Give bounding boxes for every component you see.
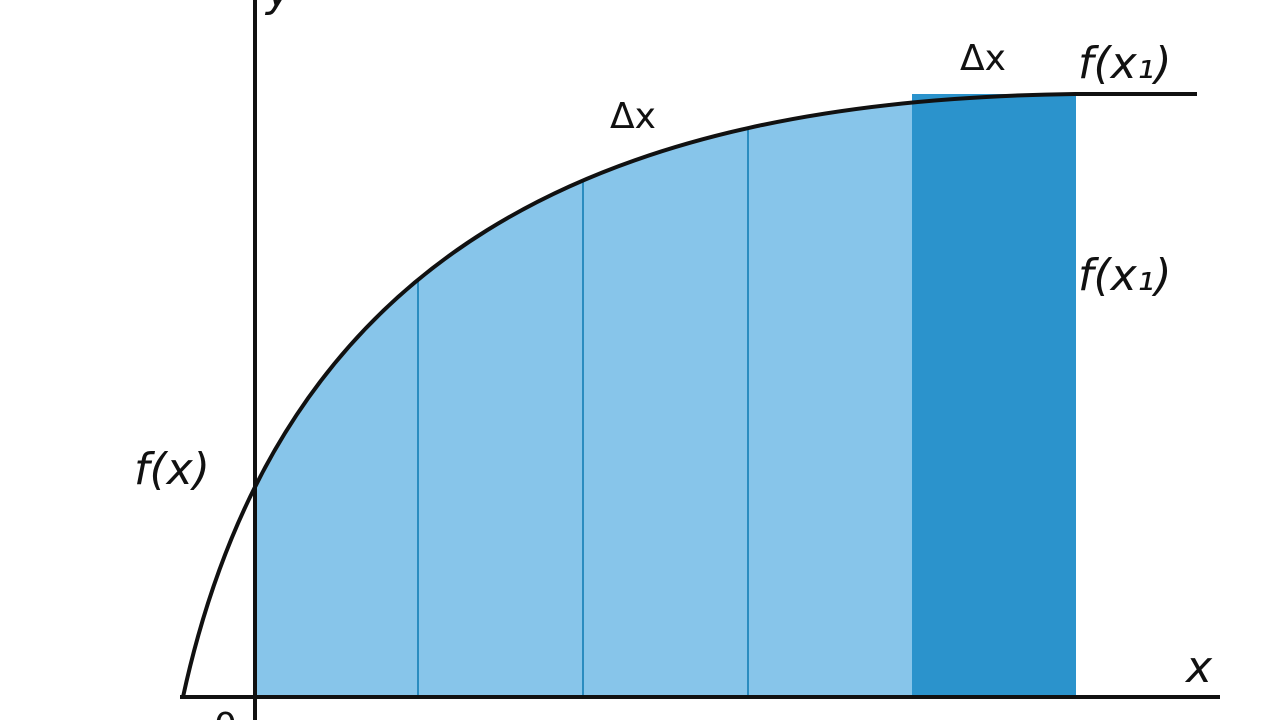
function-label: f(x)	[134, 444, 210, 495]
delta-label: Δx	[610, 96, 656, 137]
x-label: x	[1184, 642, 1213, 693]
function-label: f(x₁)	[1078, 38, 1172, 89]
function-label: f(x₁)	[1078, 250, 1172, 301]
area	[255, 94, 912, 697]
delta-label: Δx	[960, 38, 1006, 79]
origin-label: 0	[214, 706, 237, 720]
highlight-rectangle	[912, 94, 1076, 697]
curve	[181, 92, 1197, 698]
y-label: y	[264, 0, 293, 17]
